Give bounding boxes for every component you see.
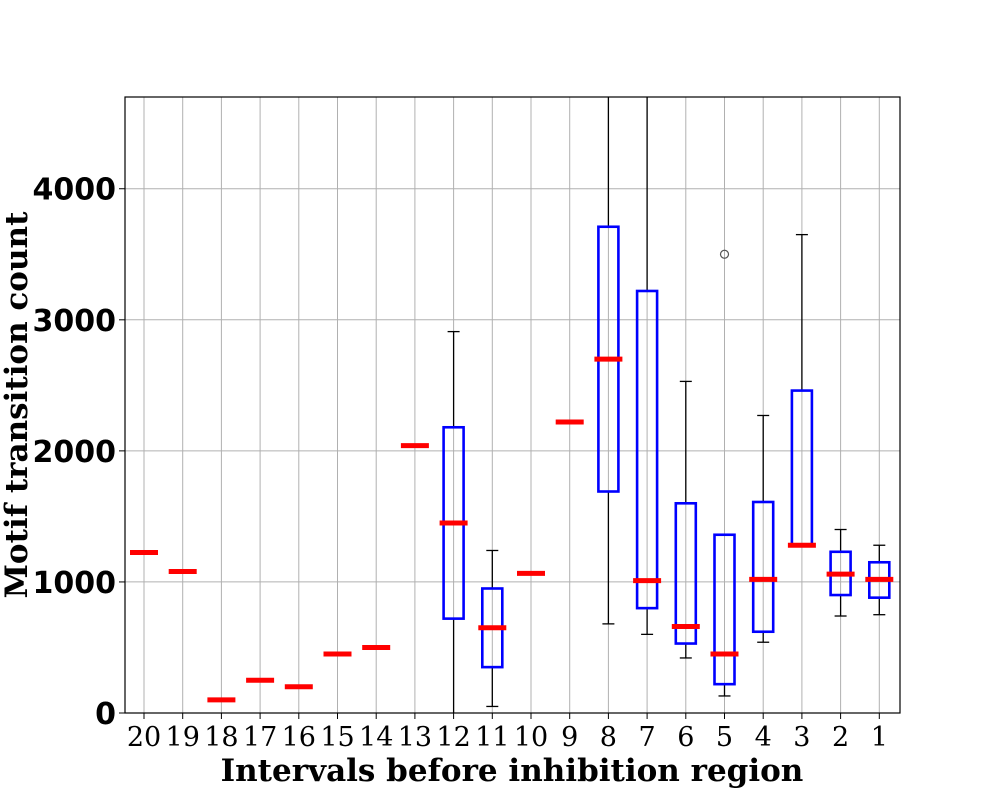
outlier-point <box>719 249 730 259</box>
x-tick-label: 8 <box>600 722 617 753</box>
plot-area-frame <box>124 96 901 714</box>
x-tick-label: 18 <box>204 722 238 753</box>
box-plot-series <box>130 97 894 713</box>
x-tick-label: 16 <box>282 722 316 753</box>
x-tick-label: 9 <box>561 722 578 753</box>
y-tick-label: 2000 <box>33 435 117 470</box>
box-group-5 <box>710 249 739 697</box>
box-group-7 <box>633 97 662 636</box>
x-tick-label: 11 <box>475 722 509 753</box>
y-tick-label: 3000 <box>33 304 117 339</box>
x-tick-label: 7 <box>639 722 656 753</box>
box-group-1 <box>865 544 894 616</box>
x-tick-label: 3 <box>793 722 810 753</box>
y-tick-label: 0 <box>95 697 116 732</box>
x-tick-label: 2 <box>832 722 849 753</box>
x-tick-label: 19 <box>166 722 200 753</box>
box-iqr <box>751 500 775 634</box>
x-tick-label: 4 <box>755 722 772 753</box>
box-iqr <box>713 533 736 686</box>
x-tick-label: 1 <box>871 722 888 753</box>
x-tick-label: 12 <box>436 722 470 753</box>
x-tick-label: 14 <box>359 722 393 753</box>
y-axis-ticks: 0 1000 2000 3000 4000 <box>33 173 125 732</box>
box-group-8 <box>594 97 623 625</box>
x-tick-label: 6 <box>677 722 694 753</box>
box-group-12 <box>439 330 468 713</box>
x-tick-label: 10 <box>514 722 548 753</box>
box-group-11 <box>478 549 507 708</box>
box-iqr <box>635 289 659 610</box>
box-group-3 <box>787 233 816 548</box>
box-group-6 <box>671 380 700 659</box>
y-axis-label: Motif transition count <box>0 211 35 598</box>
x-tick-label: 13 <box>398 722 432 753</box>
x-tick-label: 5 <box>716 722 733 753</box>
x-tick-label: 17 <box>243 722 277 753</box>
y-tick-label: 4000 <box>33 173 117 208</box>
box-iqr <box>674 501 698 645</box>
grid-lines <box>125 97 900 714</box>
x-axis-ticks: 20 19 18 17 16 15 14 13 12 11 10 9 8 7 6 5 4 3 2 1 <box>127 713 888 753</box>
x-axis-label: Intervals before inhibition region <box>221 753 804 789</box>
x-tick-label: 15 <box>320 722 354 753</box>
x-tick-label: 20 <box>127 722 161 753</box>
box-group-4 <box>749 414 778 643</box>
y-tick-label: 1000 <box>33 566 117 601</box>
box-group-2 <box>826 528 855 617</box>
